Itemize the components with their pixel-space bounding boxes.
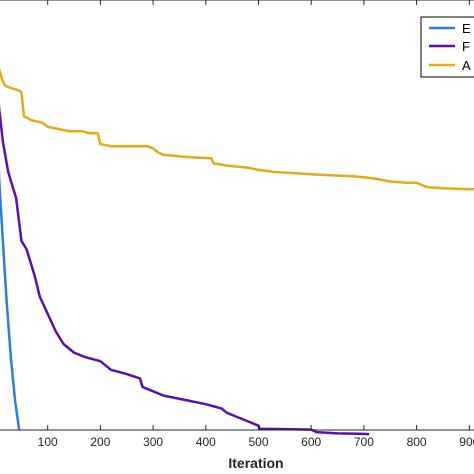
- x-tick-label-300: 300: [143, 435, 163, 449]
- legend: E F A: [420, 16, 474, 78]
- series-layer: [0, 67, 474, 436]
- series-line-1: [0, 168, 21, 431]
- x-tick-label-400: 400: [196, 435, 216, 449]
- x-tick-label-600: 600: [301, 435, 321, 449]
- series-line-2: [0, 104, 370, 436]
- series-line-3: [0, 67, 474, 191]
- legend-label-series-2: F: [462, 39, 470, 54]
- x-tick-label-800: 800: [407, 435, 427, 449]
- x-tick-label-500: 500: [248, 435, 268, 449]
- x-axis-title: Iteration: [228, 455, 283, 471]
- x-tick-label-200: 200: [90, 435, 110, 449]
- x-tick-label-900: 900: [459, 435, 474, 449]
- x-tick-label-100: 100: [38, 435, 58, 449]
- x-tick-label-700: 700: [354, 435, 374, 449]
- legend-label-series-3: A: [462, 58, 471, 73]
- axes-layer: [0, 0, 474, 431]
- legend-label-series-1: E: [462, 21, 471, 36]
- ticks-layer: 100 200 300 400 500 600 700 800 900: [38, 0, 474, 449]
